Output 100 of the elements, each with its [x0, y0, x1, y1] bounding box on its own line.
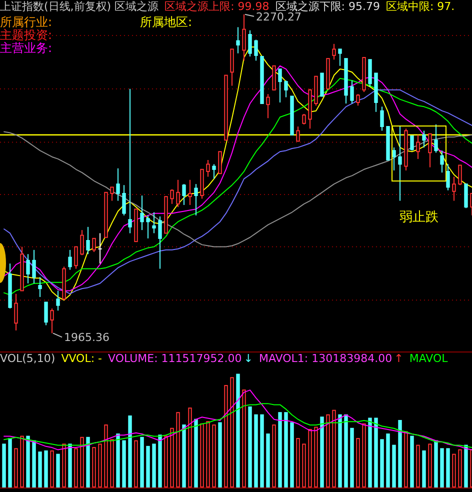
- candlestick: [194, 184, 198, 216]
- bar: [320, 416, 324, 488]
- annotation: 所属地区:: [140, 15, 192, 29]
- chart-title: VOL(5,10): [0, 352, 56, 365]
- text: VOLUME: 111517952.00: [108, 352, 242, 365]
- bar: [356, 438, 360, 488]
- bar: [200, 423, 204, 488]
- bar: [284, 412, 288, 488]
- bar: [32, 440, 36, 488]
- candlestick: [56, 290, 60, 312]
- candlestick: [254, 39, 258, 62]
- bar: [14, 448, 18, 488]
- bar: [146, 446, 150, 488]
- bar: [410, 436, 414, 488]
- bar: [164, 436, 168, 488]
- candlestick: [212, 164, 216, 180]
- candlestick: [188, 179, 192, 206]
- text: 区域之源下限: 95.79: [275, 0, 380, 13]
- bar: [188, 408, 192, 488]
- bar: [92, 447, 96, 488]
- bar: [212, 424, 216, 488]
- bar: [218, 422, 222, 488]
- bar: [464, 444, 468, 488]
- candlestick: [128, 88, 132, 234]
- candlestick: [410, 135, 414, 152]
- bar: [404, 431, 408, 488]
- candlestick: [242, 14, 246, 62]
- candlestick: [182, 184, 186, 206]
- bar: [398, 420, 402, 488]
- candlestick: [464, 184, 468, 209]
- candlestick: [80, 230, 84, 256]
- bar: [452, 454, 456, 488]
- annotation: 2270.27: [256, 10, 302, 24]
- bar: [44, 450, 48, 488]
- bar: [254, 414, 258, 488]
- bar: [278, 412, 282, 488]
- bar: [224, 385, 228, 488]
- bar: [206, 421, 210, 488]
- candlestick: [140, 195, 144, 231]
- bar: [20, 436, 24, 488]
- bar: [296, 438, 300, 488]
- bar: [428, 444, 432, 488]
- bar: [242, 390, 246, 488]
- candlestick: [392, 146, 396, 171]
- bar: [176, 412, 180, 488]
- candlestick: [122, 184, 126, 216]
- candlestick: [248, 30, 252, 57]
- annotation: 所属行业:: [0, 15, 52, 29]
- candlestick: [38, 276, 42, 298]
- candlestick: [44, 302, 48, 326]
- bar: [374, 418, 378, 488]
- candlestick: [152, 212, 156, 234]
- candlestick: [98, 232, 102, 264]
- candlestick: [230, 48, 234, 86]
- candlestick: [74, 246, 78, 270]
- candlestick: [32, 249, 36, 284]
- bar: [158, 434, 162, 488]
- bar: [392, 444, 396, 488]
- bar: [182, 424, 186, 488]
- candlestick: [332, 43, 336, 60]
- bar: [128, 415, 132, 488]
- bar: [140, 436, 144, 488]
- candlestick: [350, 80, 354, 104]
- candlestick: [14, 293, 18, 331]
- bar: [2, 444, 6, 488]
- candlestick: [176, 179, 180, 208]
- candlestick: [446, 164, 450, 191]
- candlestick: [428, 133, 432, 168]
- bar: [62, 444, 66, 488]
- bar: [326, 414, 330, 488]
- text: VVOL: -: [61, 352, 102, 365]
- bar: [236, 374, 240, 488]
- bar: [446, 448, 450, 488]
- bar: [344, 414, 348, 488]
- candlestick: [218, 151, 222, 174]
- text: 区域之源上限: 99.98: [164, 0, 270, 13]
- candlestick: [422, 130, 426, 148]
- bar: [194, 418, 198, 488]
- bar: [8, 438, 12, 488]
- candlestick: [170, 188, 174, 204]
- bar: [380, 439, 384, 488]
- bar: [98, 444, 102, 488]
- candlestick: [458, 164, 462, 186]
- annotation: 主题投资:: [0, 28, 52, 42]
- candlestick: [320, 72, 324, 97]
- candlestick: [452, 176, 456, 202]
- candlestick: [398, 126, 402, 202]
- text: MAVOL: [409, 352, 449, 365]
- candlestick: [158, 216, 162, 270]
- bar: [350, 428, 354, 488]
- bar: [248, 406, 252, 488]
- bar: [362, 423, 366, 488]
- bar: [290, 422, 294, 488]
- annotation: 弱止跌: [400, 210, 438, 225]
- candlestick: [86, 226, 90, 255]
- bar: [458, 449, 462, 488]
- candlestick: [338, 48, 342, 66]
- candlestick: [380, 106, 384, 132]
- bar: [74, 448, 78, 488]
- bar: [416, 444, 420, 488]
